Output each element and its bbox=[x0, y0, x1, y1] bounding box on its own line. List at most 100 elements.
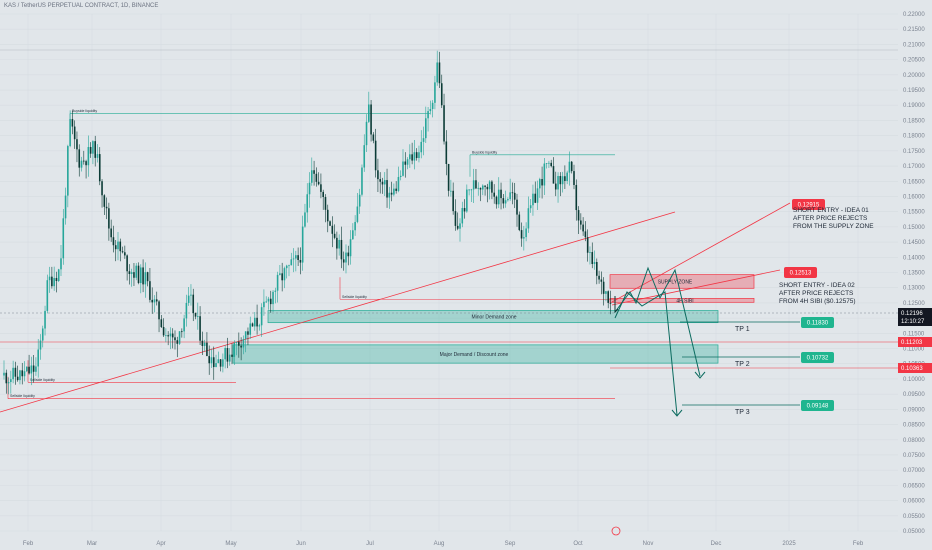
entry-value: 0.12915 bbox=[798, 203, 820, 209]
candle-body bbox=[71, 119, 74, 127]
price-tick-label: 0.14000 bbox=[903, 255, 925, 261]
candle-body bbox=[274, 290, 277, 292]
price-tick-label: 0.21000 bbox=[903, 42, 925, 48]
candle-body bbox=[301, 226, 304, 263]
candle-body bbox=[381, 181, 384, 185]
candle-body bbox=[247, 331, 249, 335]
candle-body bbox=[92, 141, 94, 154]
entry-line bbox=[611, 269, 781, 306]
liquidity-label: Sellside liquidity bbox=[30, 378, 55, 382]
liquidity-label: Buyside liquidity bbox=[72, 109, 97, 113]
price-tick-label: 0.09500 bbox=[903, 392, 925, 398]
target-label: TP 3 bbox=[735, 409, 750, 416]
last-price-countdown: 12:10:27 bbox=[901, 319, 925, 325]
candle-body bbox=[35, 366, 37, 372]
candle-body bbox=[249, 323, 252, 335]
candle-body bbox=[532, 193, 534, 206]
time-tick-label: Sep bbox=[505, 541, 516, 547]
candle-body bbox=[584, 231, 587, 238]
candle-body bbox=[194, 312, 197, 317]
candle-body bbox=[5, 372, 8, 384]
tradingview-logo-icon bbox=[611, 526, 621, 536]
candle-body bbox=[128, 271, 131, 274]
candle-body bbox=[502, 198, 505, 204]
candle-body bbox=[354, 221, 356, 231]
entry-text: SHORT ENTRY - IDEA 01 bbox=[793, 207, 869, 214]
price-tick-label: 0.19000 bbox=[903, 103, 925, 109]
price-tick-label: 0.08500 bbox=[903, 423, 925, 429]
candle-body bbox=[224, 348, 226, 360]
candle-body bbox=[140, 267, 142, 284]
candle-body bbox=[283, 268, 286, 281]
price-tag bbox=[898, 363, 932, 373]
candle-body bbox=[96, 154, 99, 158]
candle-body bbox=[463, 208, 466, 212]
target-tag bbox=[801, 352, 834, 363]
price-tick-label: 0.13000 bbox=[903, 286, 925, 292]
price-tick-label: 0.15000 bbox=[903, 225, 925, 231]
candle-body bbox=[244, 331, 247, 340]
candle-body bbox=[117, 241, 119, 250]
candle-body bbox=[258, 325, 261, 327]
arrow-head bbox=[614, 296, 619, 314]
candle-body bbox=[208, 356, 210, 364]
price-tick-label: 0.22000 bbox=[903, 12, 925, 18]
candle-body bbox=[10, 379, 12, 383]
trend-line bbox=[0, 211, 676, 413]
candle-body bbox=[513, 192, 516, 200]
candle-body bbox=[304, 212, 306, 227]
candle-body bbox=[121, 251, 124, 253]
candle-body bbox=[190, 294, 192, 296]
candle-body bbox=[365, 121, 368, 146]
price-tick-label: 0.16500 bbox=[903, 179, 925, 185]
candle-body bbox=[404, 161, 407, 165]
entry-tag bbox=[784, 267, 817, 278]
candle-body bbox=[149, 281, 151, 300]
candles bbox=[3, 50, 612, 395]
candle-body bbox=[185, 302, 188, 319]
candle-body bbox=[12, 367, 14, 380]
candle-body bbox=[44, 310, 46, 329]
price-axis: 0.22000 0.21500 0.21000 0.20500 0.20000 0.195… bbox=[898, 0, 932, 550]
candle-body bbox=[488, 181, 491, 190]
candle-body bbox=[178, 331, 181, 344]
entry-text: AFTER PRICE REJECTS bbox=[779, 290, 854, 297]
target-tag bbox=[801, 400, 834, 411]
annotations: TP 1 0.11830 TP 2 0.10732 TP 3 0.09148 0.12915… bbox=[680, 199, 874, 416]
candle-body bbox=[242, 339, 245, 348]
candle-body bbox=[395, 188, 397, 191]
candle-body bbox=[607, 291, 609, 303]
target-label: TP 2 bbox=[735, 361, 750, 368]
candle-body bbox=[429, 109, 432, 112]
price-tick-label: 0.07000 bbox=[903, 468, 925, 474]
price-tick-label: 0.16000 bbox=[903, 194, 925, 200]
candle-body bbox=[85, 161, 87, 166]
candle-body bbox=[379, 179, 381, 182]
candle-body bbox=[406, 159, 409, 165]
entry-text: FROM THE SUPPLY ZONE bbox=[793, 223, 874, 230]
candle-body bbox=[541, 179, 543, 186]
time-tick-label: Apr bbox=[156, 541, 165, 547]
candle-body bbox=[51, 276, 53, 287]
entry-text: SHORT ENTRY - IDEA 02 bbox=[779, 282, 855, 289]
candle-body bbox=[67, 146, 69, 196]
candle-body bbox=[199, 316, 201, 341]
candle-body bbox=[73, 126, 76, 140]
price-tick-label: 0.21500 bbox=[903, 27, 925, 33]
projection-path bbox=[614, 266, 701, 377]
candle-body bbox=[32, 365, 35, 372]
candle-body bbox=[7, 382, 10, 384]
candle-body bbox=[374, 140, 377, 171]
candle-body bbox=[210, 357, 213, 364]
zone-label: SUPPLY ZONE bbox=[658, 279, 693, 285]
candle-body bbox=[133, 272, 135, 278]
candle-body bbox=[484, 185, 486, 187]
candle-body bbox=[420, 141, 423, 153]
candle-body bbox=[215, 363, 217, 368]
candle-body bbox=[596, 262, 598, 276]
candle-body bbox=[16, 376, 19, 381]
candle-body bbox=[217, 359, 220, 364]
price-tick-label: 0.05000 bbox=[903, 529, 925, 535]
